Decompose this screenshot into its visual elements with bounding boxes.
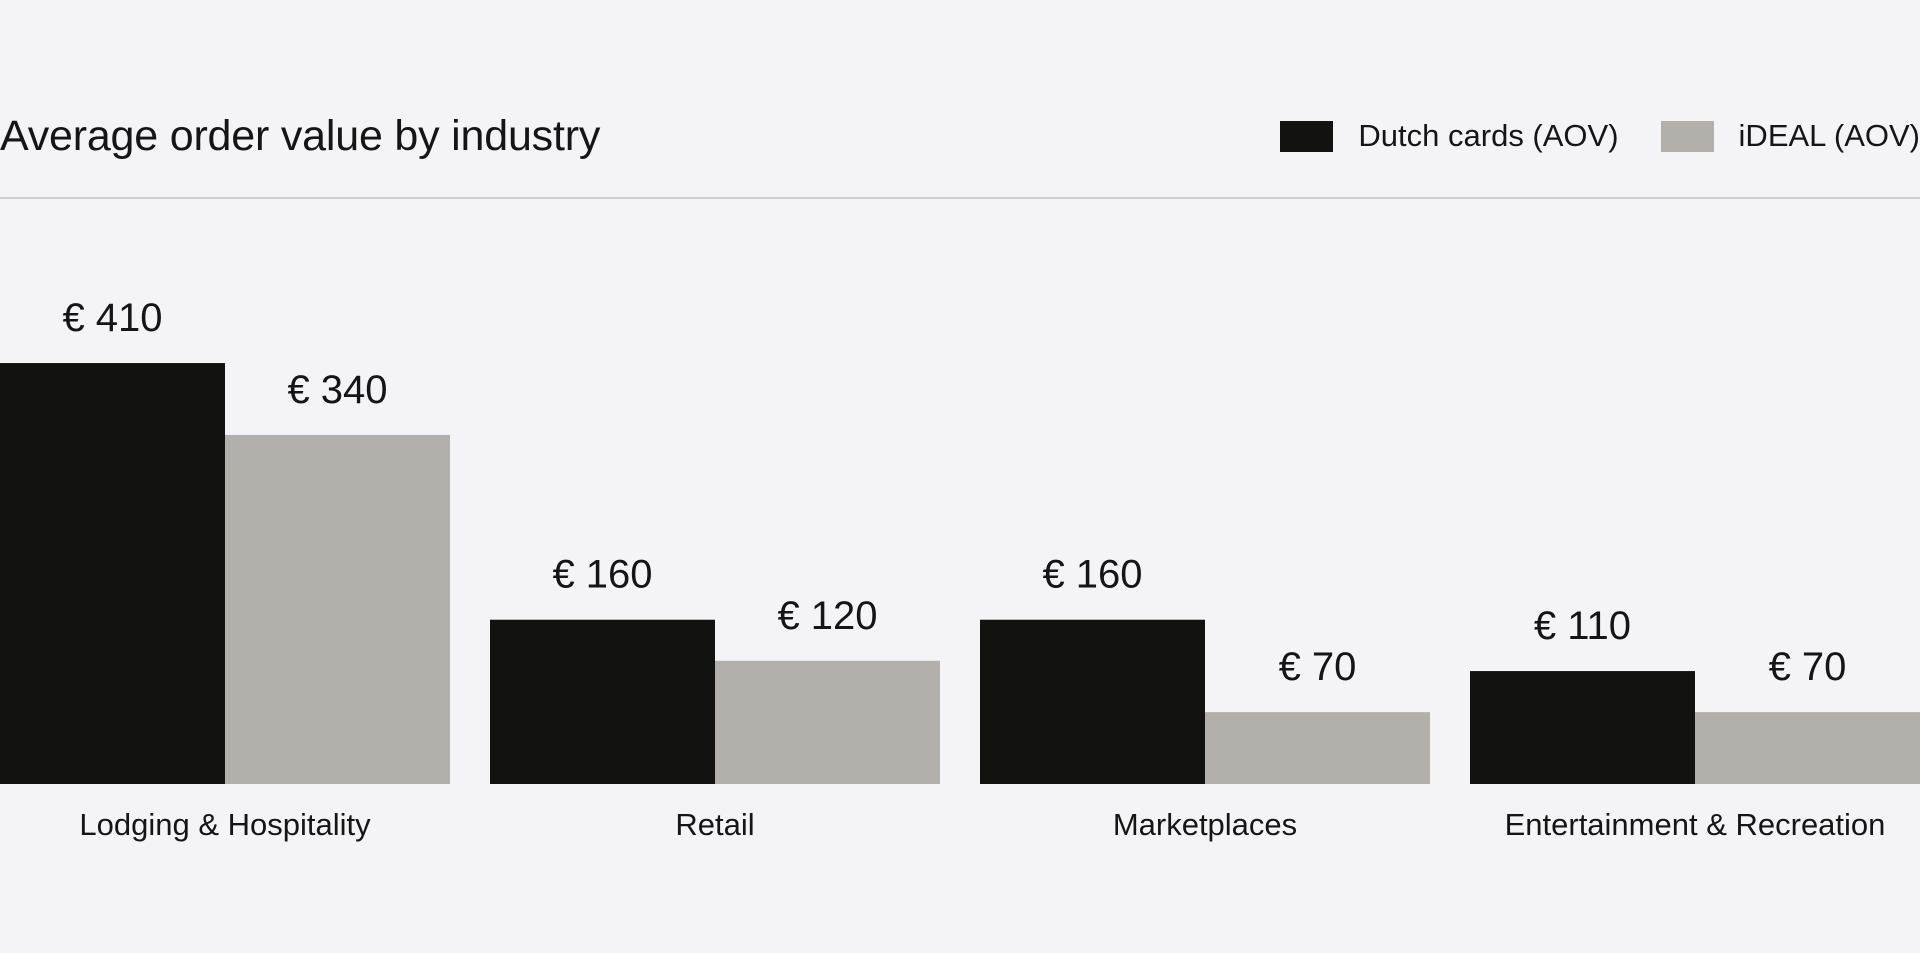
category-label-retail: Retail <box>675 807 754 842</box>
value-label-dutch-cards-aov-retail: € 160 <box>552 553 652 597</box>
chart-legend: Dutch cards (AOV) iDEAL (AOV) <box>1280 112 1920 160</box>
value-label-ideal-aov-retail: € 120 <box>777 594 877 638</box>
value-label-ideal-aov-entertainment-and-recreation: € 70 <box>1769 645 1847 689</box>
bar-dutch-cards-aov-lodging-and-hospitality <box>0 363 225 784</box>
value-label-dutch-cards-aov-lodging-and-hospitality: € 410 <box>62 296 162 340</box>
category-label-lodging-and-hospitality: Lodging & Hospitality <box>79 807 371 842</box>
value-label-ideal-aov-lodging-and-hospitality: € 340 <box>287 368 387 412</box>
bar-dutch-cards-aov-marketplaces <box>980 619 1205 784</box>
title-divider <box>0 197 1920 199</box>
legend-label-ideal: iDEAL (AOV) <box>1738 118 1920 153</box>
bar-ideal-aov-lodging-and-hospitality <box>225 434 450 784</box>
value-label-dutch-cards-aov-marketplaces: € 160 <box>1042 553 1142 597</box>
bar-ideal-aov-retail <box>715 660 940 784</box>
chart-title: Average order value by industry <box>0 112 601 160</box>
legend-swatch-ideal <box>1660 120 1714 152</box>
category-label-entertainment-and-recreation: Entertainment & Recreation <box>1505 807 1886 842</box>
bar-ideal-aov-entertainment-and-recreation <box>1695 712 1920 784</box>
bar-dutch-cards-aov-entertainment-and-recreation <box>1470 671 1695 784</box>
legend-swatch-dutch-cards <box>1280 120 1334 152</box>
legend-label-dutch-cards: Dutch cards (AOV) <box>1358 118 1619 153</box>
bar-dutch-cards-aov-retail <box>490 619 715 784</box>
legend-item-ideal: iDEAL (AOV) <box>1660 112 1920 160</box>
bar-ideal-aov-marketplaces <box>1205 712 1430 784</box>
category-label-marketplaces: Marketplaces <box>1113 807 1297 842</box>
legend-item-dutch-cards: Dutch cards (AOV) <box>1280 112 1619 160</box>
value-label-ideal-aov-marketplaces: € 70 <box>1279 645 1357 689</box>
value-label-dutch-cards-aov-entertainment-and-recreation: € 110 <box>1534 604 1631 648</box>
